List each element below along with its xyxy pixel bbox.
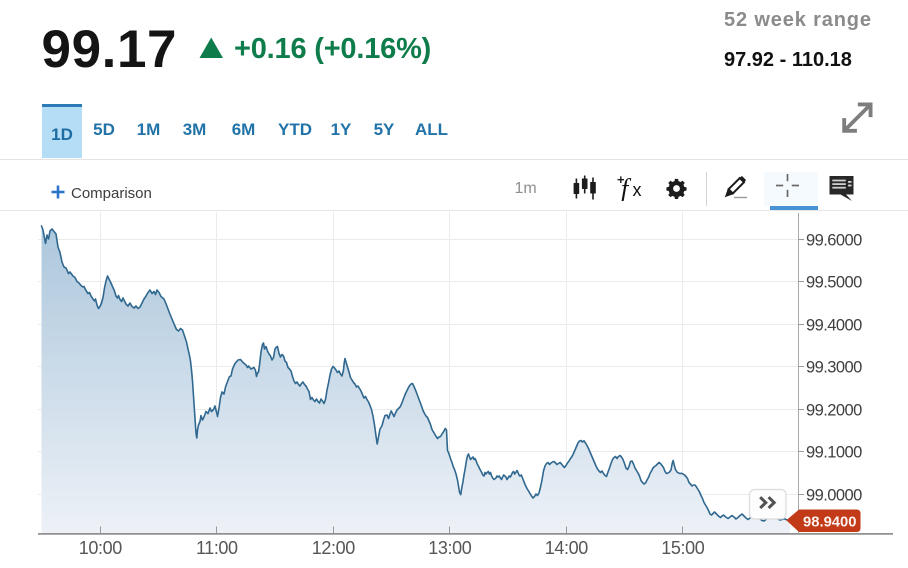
svg-text:12:00: 12:00	[312, 538, 355, 558]
svg-text:+: +	[617, 173, 625, 187]
svg-text:99.0000: 99.0000	[806, 486, 862, 504]
svg-text:14:00: 14:00	[545, 538, 588, 558]
svg-text:98.9400: 98.9400	[803, 515, 857, 531]
svg-text:99.3000: 99.3000	[806, 358, 862, 376]
svg-text:99.6000: 99.6000	[806, 231, 862, 249]
svg-text:11:00: 11:00	[196, 538, 238, 558]
svg-text:99.2000: 99.2000	[806, 401, 862, 419]
svg-text:99.1000: 99.1000	[806, 443, 862, 461]
svg-text:10:00: 10:00	[79, 538, 122, 558]
svg-text:99.4000: 99.4000	[806, 316, 862, 334]
svg-text:13:00: 13:00	[428, 538, 471, 558]
svg-text:x: x	[633, 180, 642, 200]
svg-text:99.5000: 99.5000	[806, 273, 862, 291]
svg-text:15:00: 15:00	[661, 538, 704, 558]
svg-text:f: f	[621, 174, 632, 201]
